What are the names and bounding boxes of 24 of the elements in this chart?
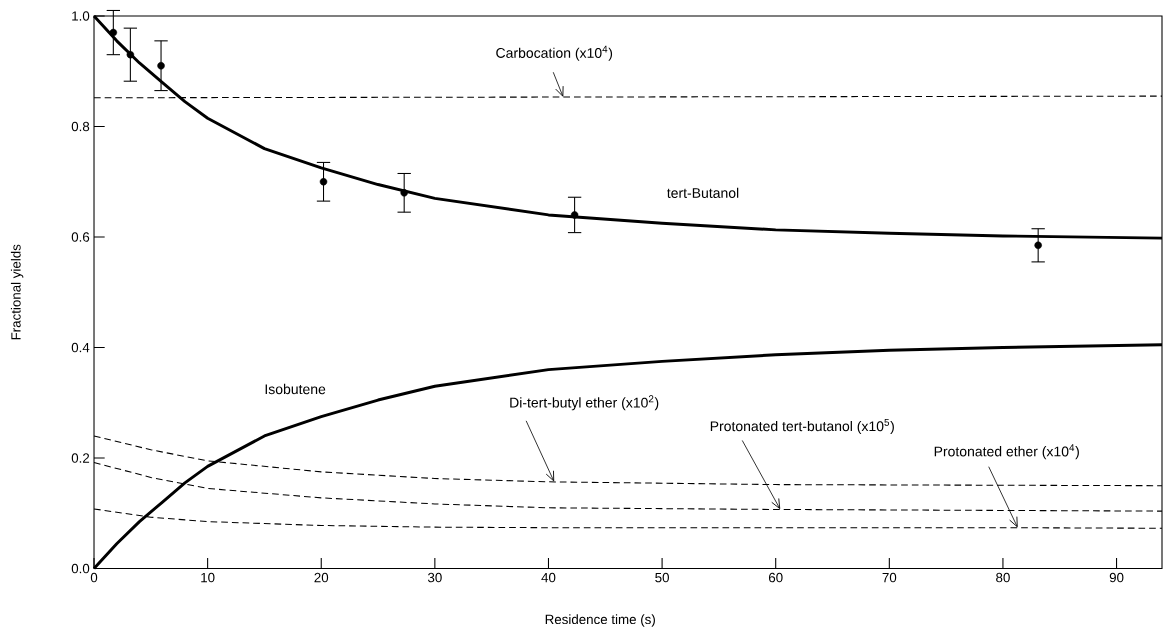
series-label: tert-Butanol (667, 187, 739, 198)
annotation: Protonated tert-butanol (x10$^{5}$) (710, 418, 894, 434)
x-tick-label: 90 (1109, 572, 1124, 583)
y-axis-title: Fractional yields (10, 244, 24, 340)
series-label: Isobutene (265, 383, 326, 395)
annotation: Protonated ether (x10$^{4}$) (934, 444, 1079, 460)
y-tick-label: 0.4 (71, 342, 90, 353)
annotation: Carbocation (x10$^{4}$) (496, 45, 613, 61)
x-tick-label: 30 (427, 572, 442, 583)
x-tick-label: 60 (768, 572, 783, 583)
x-axis-title: Residence time (s) (545, 614, 655, 627)
x-tick-label: 70 (882, 572, 897, 583)
y-tick-label: 0.8 (71, 121, 90, 132)
y-tick-label: 1.0 (72, 11, 90, 21)
y-tick-label: 0.6 (71, 232, 90, 242)
x-tick-label: 80 (996, 572, 1010, 583)
y-tick-label: 0.2 (71, 453, 90, 463)
y-tick-label: 0.0 (71, 563, 90, 574)
annotation: Di-tert-butyl ether (x10$^{2}$) (510, 395, 659, 411)
x-tick-label: 20 (314, 572, 329, 583)
x-tick-label: 50 (655, 572, 669, 583)
x-tick-label: 40 (541, 572, 556, 583)
x-tick-label: 10 (201, 572, 215, 583)
x-tick-label: 0 (90, 572, 98, 583)
